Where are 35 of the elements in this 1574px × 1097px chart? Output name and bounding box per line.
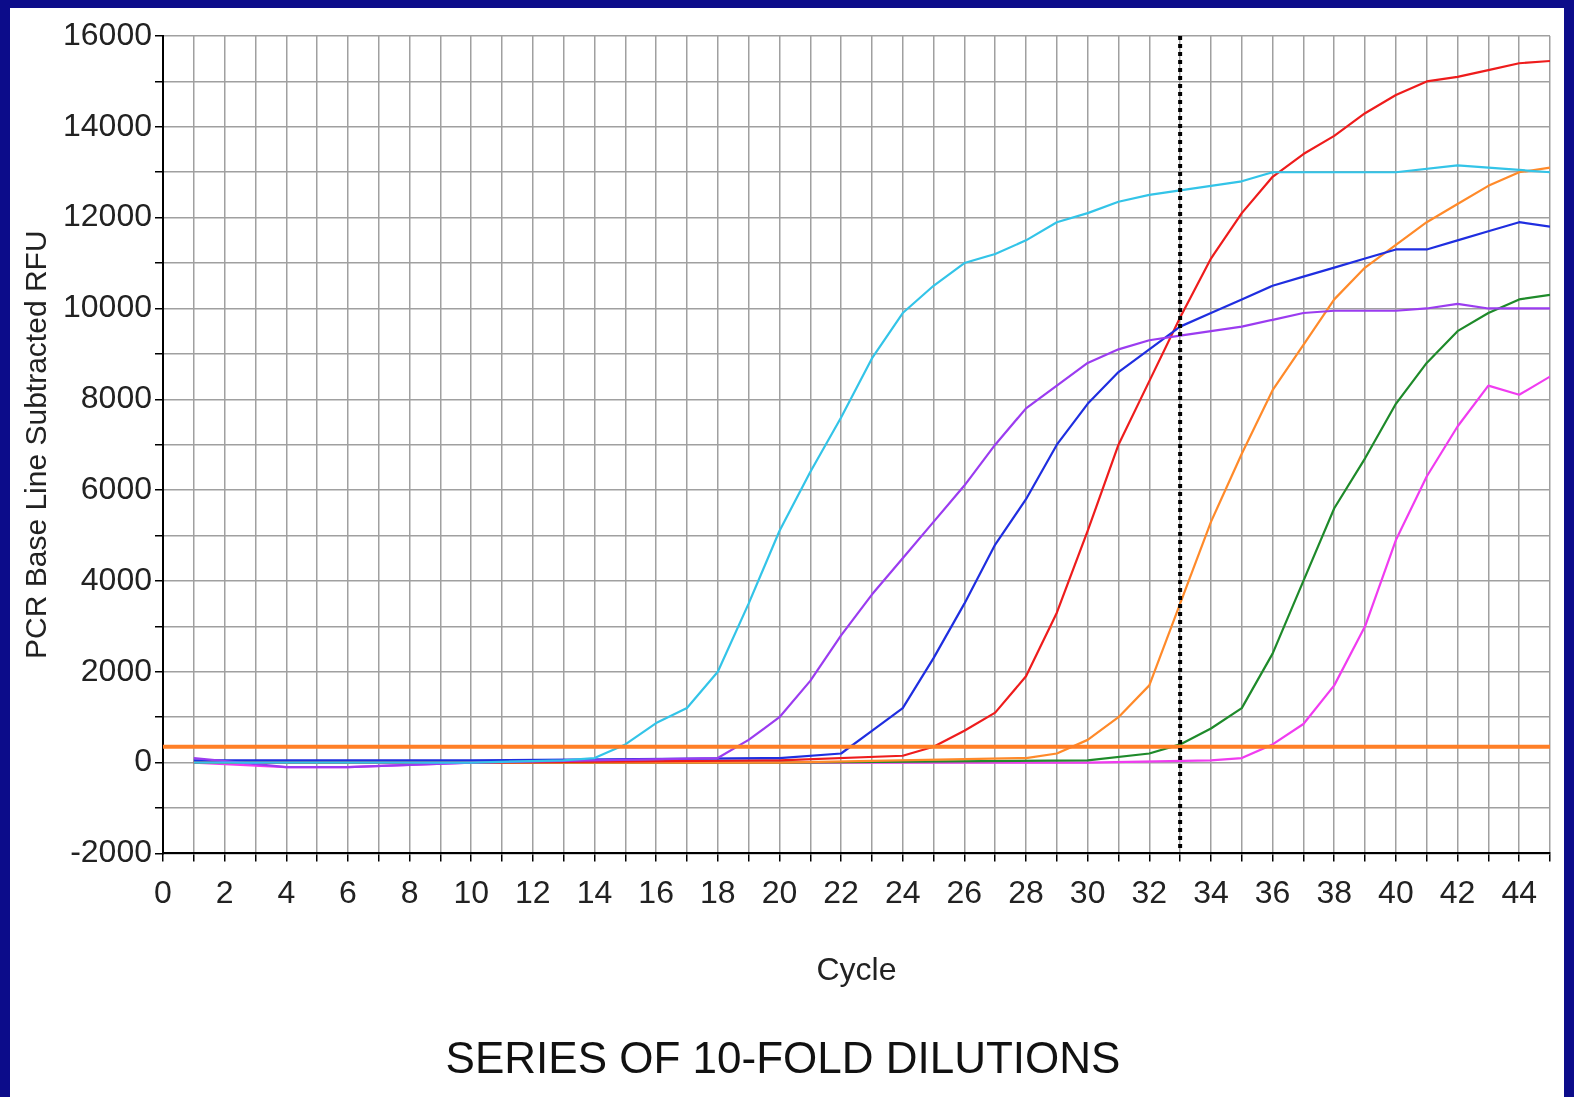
x-tick-label: 44 (1501, 874, 1537, 911)
x-tick-label: 24 (884, 874, 921, 911)
y-tick-label: -2000 (70, 833, 152, 870)
x-tick-label: 10 (453, 874, 490, 911)
y-tick-label: 16000 (63, 15, 152, 52)
y-tick-label: 10000 (63, 288, 152, 325)
x-tick-label: 38 (1316, 874, 1353, 911)
y-axis-title: PCR Base Line Subtracted RFU (19, 230, 53, 659)
y-tick-label: 8000 (80, 379, 152, 416)
x-tick-label: 32 (1131, 874, 1168, 911)
x-tick-label: 6 (339, 874, 357, 911)
y-tick-label: 6000 (80, 469, 152, 506)
y-tick-label: 4000 (80, 560, 152, 597)
x-tick-label: 34 (1193, 874, 1229, 911)
x-tick-label: 26 (946, 874, 983, 911)
x-tick-label: 2 (215, 874, 234, 911)
x-tick-label: 14 (576, 874, 613, 911)
x-tick-label: 36 (1254, 874, 1291, 911)
x-tick-label: 30 (1069, 874, 1106, 911)
x-tick-label: 16 (638, 874, 674, 911)
x-tick-label: 42 (1439, 874, 1476, 911)
x-axis-title: Cycle (816, 950, 897, 987)
x-tick-label: 18 (699, 874, 736, 911)
x-tick-label: 12 (515, 874, 551, 911)
x-tick-label: 28 (1008, 874, 1044, 911)
text: SERIES OF 10-FOLD DILUTIONS (445, 1032, 1121, 1082)
x-tick-label: 20 (761, 874, 798, 911)
y-tick-label: 12000 (63, 197, 152, 234)
y-tick-label: 2000 (80, 651, 152, 688)
x-tick-label: 40 (1378, 874, 1414, 911)
y-tick-label: 14000 (63, 106, 152, 143)
x-tick-label: 4 (277, 874, 296, 911)
y-tick-label: 0 (134, 742, 152, 779)
x-tick-label: 22 (823, 874, 859, 911)
x-tick-label: 8 (400, 874, 419, 911)
